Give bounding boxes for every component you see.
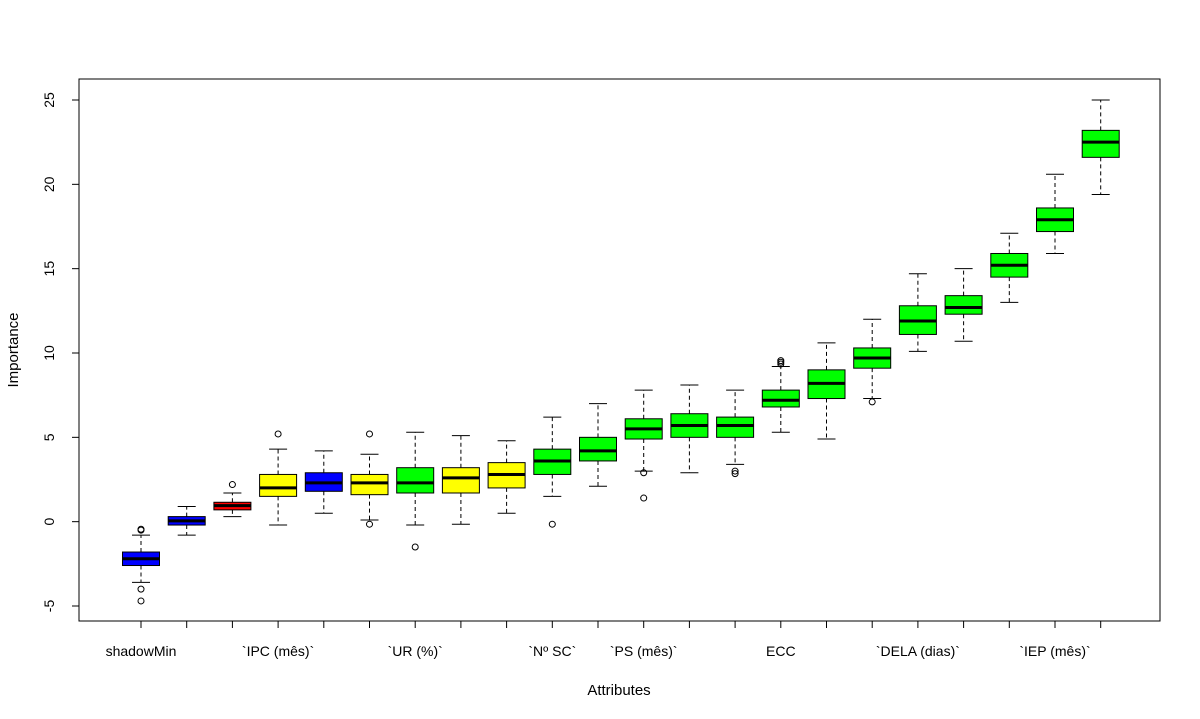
boxes-layer [122,99,1120,605]
outlier-point [868,398,876,406]
box-group [396,431,435,551]
box-group [990,232,1029,303]
x-tick-label: `IPC (mês)` [242,643,314,659]
x-tick-label: `IEP (mês)` [1019,643,1090,659]
outlier-point [366,430,373,438]
x-axis: shadowMin `IPC (mês)` `UR (%)` `Nº SC` `PS (… [106,620,1102,659]
box-iqr [716,416,755,438]
x-tick-label: `PS (mês)` [610,643,678,659]
box-iqr [944,295,983,315]
box-iqr [441,467,480,494]
y-tick-label: 25 [41,92,57,108]
box-group [670,384,709,474]
box-group [167,505,206,536]
box-group [350,430,389,528]
box-group [441,435,480,525]
y-axis: -5 0 5 10 15 20 25 [41,92,80,613]
box-group [304,450,343,514]
box-group [122,525,160,605]
box-group [533,416,572,528]
outlier-point [640,494,648,502]
box-group [807,342,846,440]
box-group [944,268,983,342]
box-group [487,440,526,514]
outlier-point [411,543,419,551]
outlier-point [548,520,556,528]
y-tick-label: 10 [41,345,57,361]
y-tick-label: 15 [41,261,57,277]
outlier-point [274,430,282,438]
plot-frame [78,78,1161,622]
outlier-point [366,520,373,528]
outlier-point [731,470,739,478]
outlier-point [137,597,145,605]
y-tick-label: -5 [41,600,57,613]
box-group [716,389,755,478]
y-axis-title: Importance [5,312,22,387]
y-tick-label: 5 [41,433,57,441]
box-group [624,389,663,502]
outlier-point [640,469,648,477]
box-group [1081,99,1120,195]
outlier-point [777,357,785,365]
x-tick-label: `UR (%)` [388,643,443,659]
box-iqr [761,389,800,408]
y-tick-label: 20 [41,176,57,192]
box-iqr [259,473,298,497]
y-tick-label: 0 [41,518,57,526]
box-group [579,403,617,487]
x-tick-label: `Nº SC` [528,643,576,659]
box-group [1036,173,1074,254]
box-group [259,430,298,526]
box-group [853,318,892,406]
outlier-point [137,585,145,593]
box-group [761,357,800,433]
outlier-point [731,467,739,475]
x-axis-title: Attributes [587,682,650,699]
box-group [898,273,937,352]
box-iqr [1081,129,1120,158]
box-iqr [350,473,389,496]
box-iqr [579,436,617,462]
box-group [213,481,252,518]
x-tick-label: ECC [766,643,796,659]
outlier-point [137,525,145,533]
x-tick-label: `DELA (dias)` [876,643,960,659]
x-tick-label: shadowMin [106,643,177,659]
outlier-point [228,481,236,489]
box-iqr [396,467,435,494]
